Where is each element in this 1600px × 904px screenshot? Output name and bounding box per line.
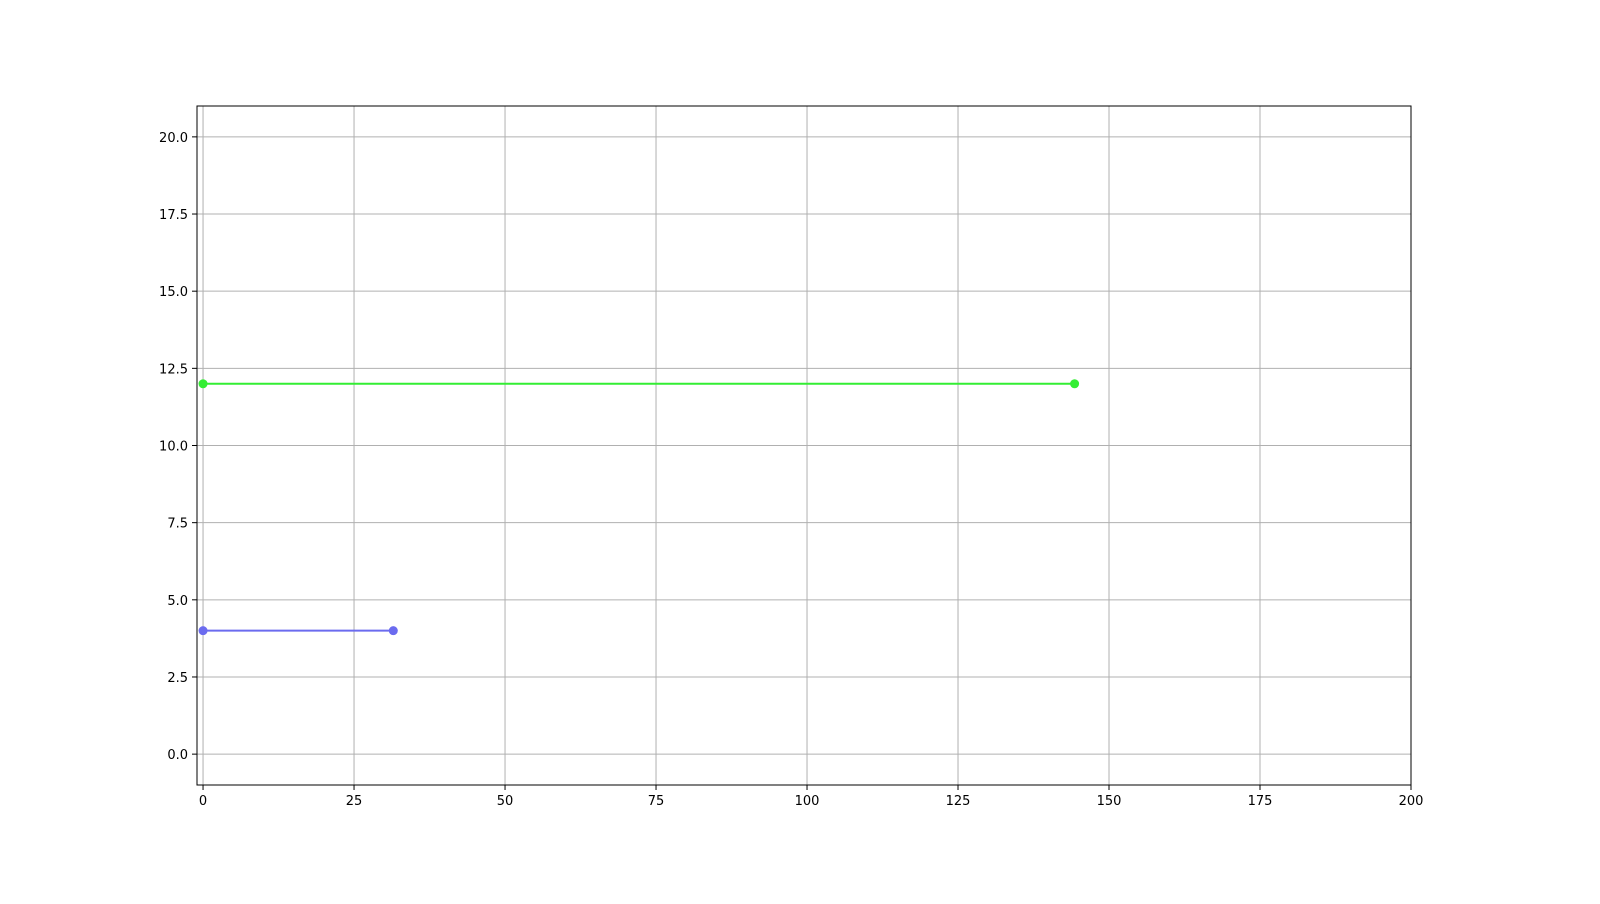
x-tick-label: 150 xyxy=(1097,794,1122,809)
y-tick-label: 10.0 xyxy=(159,440,188,455)
y-tick-label: 15.0 xyxy=(159,285,188,300)
data-point xyxy=(198,379,208,389)
data-point xyxy=(1070,379,1080,389)
x-tick-label: 50 xyxy=(497,794,514,809)
y-tick-label: 12.5 xyxy=(159,362,188,377)
x-tick-label: 100 xyxy=(795,794,820,809)
x-tick-label: 125 xyxy=(946,794,971,809)
series-1 xyxy=(198,626,398,636)
data-point xyxy=(198,626,208,636)
data-point xyxy=(388,626,398,636)
y-tick-label: 0.0 xyxy=(167,748,188,763)
y-axis: 0.0 2.5 5.0 7.5 10.0 12.5 15.0 17.5 20.0 xyxy=(159,131,197,763)
x-tick-label: 0 xyxy=(199,794,207,809)
y-tick-label: 7.5 xyxy=(167,517,188,532)
x-axis: 0 25 50 75 100 125 150 175 200 xyxy=(199,785,1424,809)
x-tick-label: 75 xyxy=(648,794,665,809)
x-tick-label: 200 xyxy=(1399,794,1424,809)
grid xyxy=(197,106,1412,785)
y-tick-label: 20.0 xyxy=(159,131,188,146)
series-0 xyxy=(198,379,1080,389)
y-tick-label: 5.0 xyxy=(167,594,188,609)
x-tick-label: 25 xyxy=(346,794,363,809)
y-tick-label: 2.5 xyxy=(167,671,188,686)
x-tick-label: 175 xyxy=(1248,794,1273,809)
y-tick-label: 17.5 xyxy=(159,208,188,223)
series-layer xyxy=(198,379,1080,636)
